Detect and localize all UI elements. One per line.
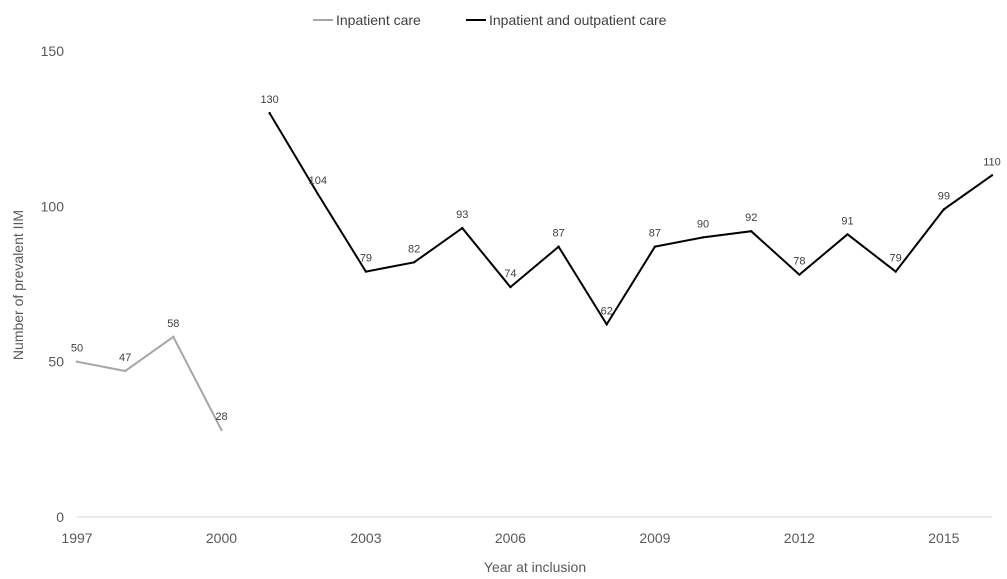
data-label: 104: [309, 175, 327, 187]
data-label: 92: [745, 212, 757, 224]
x-tick-label: 2009: [639, 530, 670, 546]
data-point: [172, 335, 175, 339]
x-tick-label: 2012: [784, 530, 815, 546]
data-point: [412, 261, 416, 264]
data-point: [894, 270, 897, 273]
data-label: 28: [215, 411, 227, 423]
y-tick-label: 50: [48, 354, 64, 370]
y-axis-title: Number of prevalent IIM: [10, 210, 26, 360]
series-layer: [75, 111, 994, 432]
legend-label-inpatient: Inpatient care: [336, 12, 421, 28]
data-label: 79: [890, 253, 902, 265]
data-point: [509, 285, 512, 289]
series-line-0: [76, 335, 223, 431]
axes: 0 50 100 150 1997 2000 2003 2006 2009 2012 2015: [41, 43, 992, 546]
data-point: [75, 360, 79, 363]
data-label: 82: [408, 243, 420, 255]
data-label: 90: [697, 218, 709, 230]
data-point: [364, 270, 368, 273]
data-point: [701, 236, 705, 239]
data-label: 91: [841, 215, 853, 227]
data-label: 110: [983, 156, 1001, 168]
data-label: 87: [552, 228, 564, 240]
x-axis-title: Year at inclusion: [484, 559, 586, 575]
data-label: 130: [260, 94, 278, 106]
data-point: [461, 226, 464, 230]
x-tick-label: 2015: [928, 530, 959, 546]
data-point: [942, 208, 946, 211]
x-tick-label: 1997: [61, 530, 92, 546]
data-label: 87: [649, 228, 661, 240]
data-point: [123, 369, 127, 373]
data-point: [557, 245, 560, 248]
legend: Inpatient care Inpatient and outpatient …: [313, 12, 667, 28]
data-label: 47: [119, 352, 131, 364]
y-tick-label: 0: [56, 509, 64, 525]
data-point: [220, 428, 223, 432]
data-labels: 50 47 58 28 130 104 79 82 93 74 87 62 87 90 92 78 91 79 99…: [71, 94, 1001, 423]
data-point: [750, 229, 753, 233]
x-tick-label: 2000: [206, 530, 237, 546]
data-label: 62: [601, 305, 613, 317]
data-point: [605, 323, 608, 326]
data-label: 74: [504, 268, 516, 280]
data-point: [846, 233, 849, 236]
y-tick-label: 100: [41, 198, 65, 214]
data-label: 78: [793, 256, 805, 268]
data-point: [653, 245, 657, 248]
data-label: 93: [456, 209, 468, 221]
data-label: 79: [360, 253, 372, 265]
data-label: 99: [938, 190, 950, 202]
data-label: 50: [71, 343, 83, 355]
data-point: [798, 273, 801, 276]
data-label: 58: [167, 318, 179, 330]
legend-label-inpatient-outpatient: Inpatient and outpatient care: [489, 12, 667, 28]
data-point: [316, 192, 319, 196]
data-point: [268, 111, 271, 115]
data-point: [990, 174, 994, 177]
y-tick-label: 150: [41, 43, 65, 59]
x-tick-label: 2003: [350, 530, 381, 546]
x-tick-label: 2006: [495, 530, 526, 546]
series-line-1: [268, 112, 993, 327]
